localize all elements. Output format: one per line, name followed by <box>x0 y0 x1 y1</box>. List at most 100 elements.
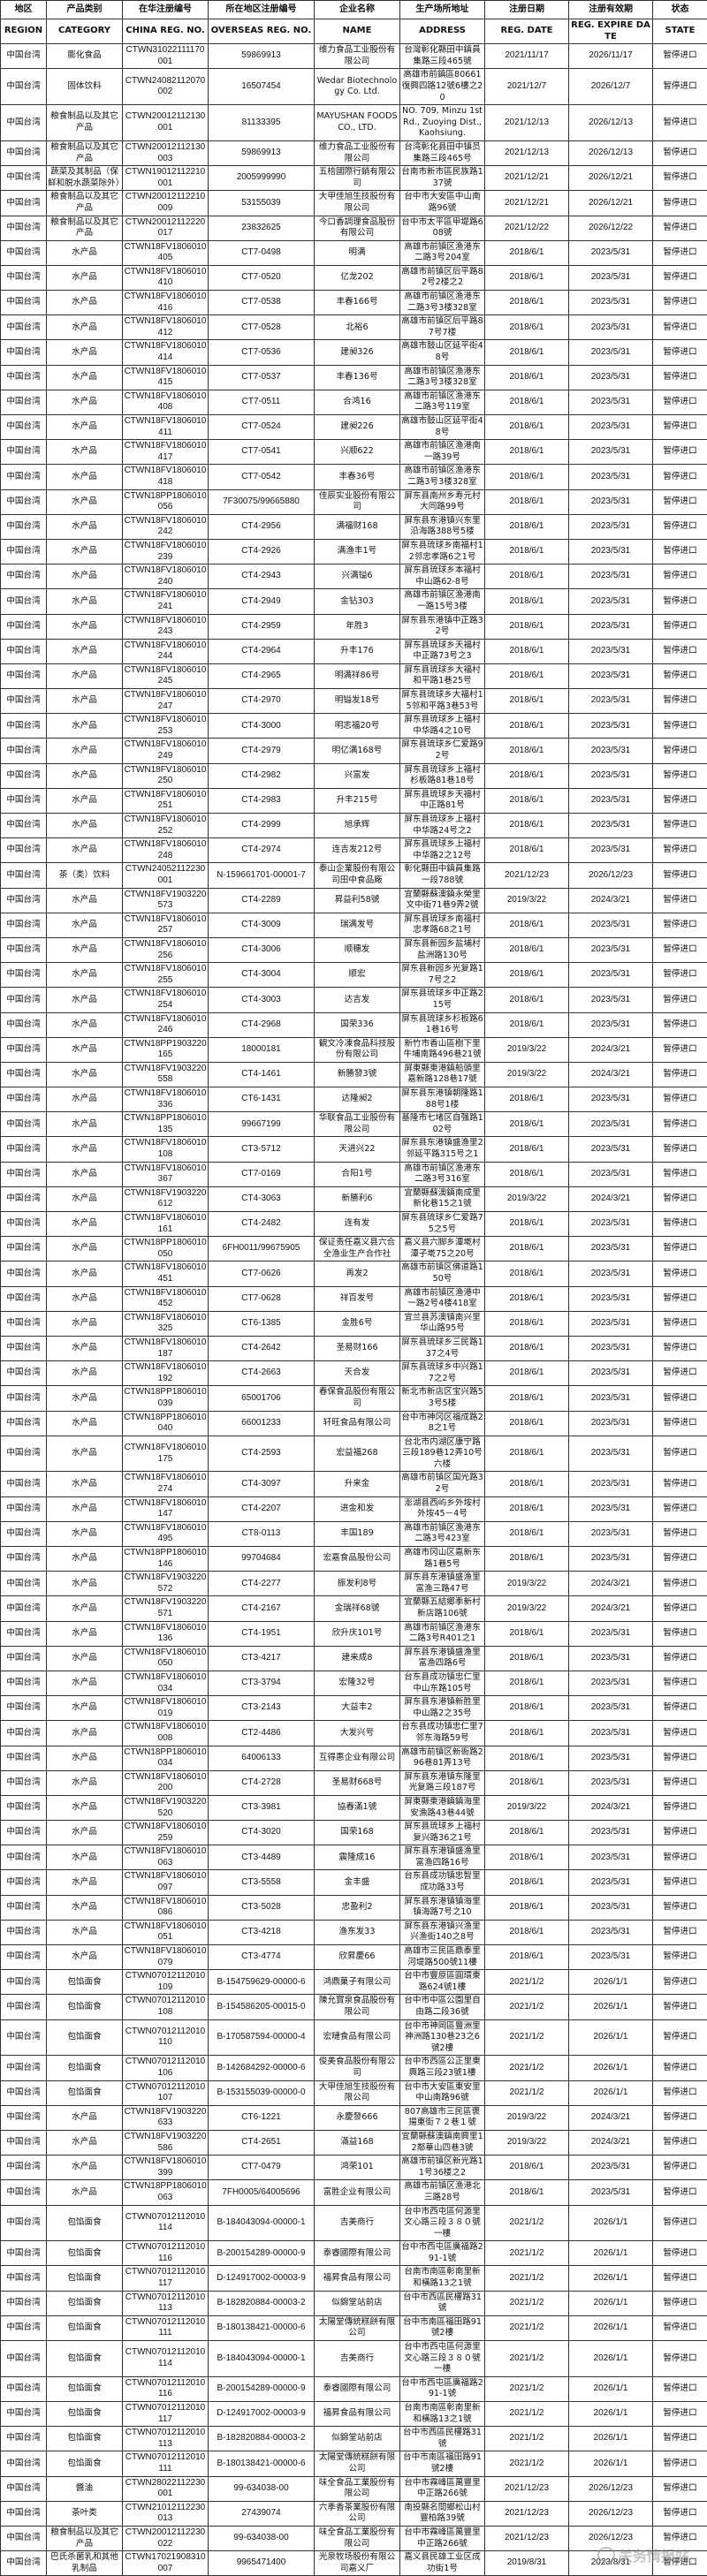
cell-region: 中国台湾 <box>1 240 47 265</box>
cell-address: 高雄市前鎮區80661復興四路12號6樓之20 <box>400 69 485 105</box>
cell-region: 中国台湾 <box>1 465 47 489</box>
cell-expire-date: 2026/1/1 <box>569 2266 653 2291</box>
cell-china-reg-no: CTWN18PP1806010146 <box>123 1547 209 1572</box>
cell-address: 屏东县琉球乡上福村中华路2之12号 <box>400 838 485 863</box>
cell-category: 水产品 <box>47 689 123 714</box>
cell-region: 中国台湾 <box>1 1770 47 1795</box>
cell-address: 高雄市前镇区渔港南一路39号 <box>400 440 485 465</box>
cell-expire-date: 2023/5/31 <box>569 1746 653 1770</box>
cell-name: 丰春36号 <box>315 465 400 489</box>
cell-state: 暂停进口 <box>653 614 707 639</box>
cell-overseas-reg-no: CT4-2642 <box>209 1336 315 1360</box>
cell-expire-date: 2023/5/31 <box>569 913 653 937</box>
cell-name: 吉美商行 <box>315 2205 400 2241</box>
cell-overseas-reg-no: CT6-1431 <box>209 1087 315 1112</box>
cell-name: 震隆成16 <box>315 1845 400 1870</box>
cell-overseas-reg-no: CT4-3006 <box>209 937 315 962</box>
cell-address: 台东县成功镇忠智里成功路33号 <box>400 1870 485 1895</box>
cell-reg-date: 2018/6/1 <box>485 714 569 739</box>
cell-address: 屏东县东港镇盛渔里富渔三路47号 <box>400 1572 485 1596</box>
cell-category: 醬油 <box>47 2476 123 2501</box>
cell-name: 圣易财166 <box>315 1336 400 1360</box>
cell-expire-date: 2023/5/31 <box>569 1621 653 1646</box>
cell-address: 南投縣名間鄉松山村豐柏路39號 <box>400 2501 485 2526</box>
cell-china-reg-no: CTWN18FV1806010411 <box>123 415 209 440</box>
cell-name: 进金和发 <box>315 1496 400 1521</box>
cell-state: 暂停进口 <box>653 390 707 414</box>
cell-overseas-reg-no: CT4-2593 <box>209 1436 315 1472</box>
cell-china-reg-no: CTWN18FV1903220612 <box>123 1186 209 1211</box>
cell-reg-date: 2018/6/1 <box>485 1137 569 1162</box>
cell-category: 水产品 <box>47 589 123 614</box>
cell-region: 中国台湾 <box>1 689 47 714</box>
cell-category: 水产品 <box>47 1186 123 1211</box>
cell-address: 台中市中區公園里自由路二段36號 <box>400 1995 485 2019</box>
cell-category: 水产品 <box>47 1162 123 1186</box>
cell-category: 粮食制品以及其它产品 <box>47 191 123 216</box>
header-row-chinese: 地区产品类别在华注册编号所在地区注册编号企业名称生产场所地址注册日期注册有效期状… <box>1 1 707 19</box>
cell-overseas-reg-no: 66001233 <box>209 1411 315 1436</box>
cell-name: 陳允寳泉食品股份有限公司 <box>315 1995 400 2019</box>
cell-reg-date: 2018/6/1 <box>485 1920 569 1944</box>
cell-expire-date: 2026/12/23 <box>569 2501 653 2526</box>
cell-overseas-reg-no: CT4-2277 <box>209 1572 315 1596</box>
cell-category: 蔬菜及其制品（保鲜和脱水蔬菜除外） <box>47 166 123 191</box>
cell-region: 中国台湾 <box>1 514 47 539</box>
cell-name: 渔东发33 <box>315 1920 400 1944</box>
cell-overseas-reg-no: CT3-5558 <box>209 1870 315 1895</box>
cell-china-reg-no: CTWN07012112010117 <box>123 2266 209 2291</box>
cell-name: 互得惠企业有限公司 <box>315 1746 400 1770</box>
cell-overseas-reg-no: CT7-0541 <box>209 440 315 465</box>
cell-name: 丰国189 <box>315 1521 400 1546</box>
cell-reg-date: 2018/6/1 <box>485 265 569 290</box>
cell-china-reg-no: CTWN18FV1806010248 <box>123 838 209 863</box>
cell-name: 大甲佳旭生技股份有限公司 <box>315 191 400 216</box>
cell-region: 中国台湾 <box>1 1237 47 1261</box>
cell-overseas-reg-no: CT4-3003 <box>209 988 315 1012</box>
cell-overseas-reg-no: 64006133 <box>209 1746 315 1770</box>
cell-overseas-reg-no: CT4-2926 <box>209 539 315 564</box>
cell-overseas-reg-no: B-182820884-00003-2 <box>209 2291 315 2315</box>
cell-region: 中国台湾 <box>1 1521 47 1546</box>
cell-china-reg-no: CTWN18FV1806010336 <box>123 1087 209 1112</box>
cell-name: 宏隆32号 <box>315 1671 400 1695</box>
cell-expire-date: 2023/5/31 <box>569 1721 653 1746</box>
cell-address: 高雄市前镇区国光路32号 <box>400 1472 485 1496</box>
cell-name: 金胜6号 <box>315 1311 400 1336</box>
cell-region: 中国台湾 <box>1 1112 47 1137</box>
cell-reg-date: 2019/3/22 <box>485 1062 569 1087</box>
cell-address: 屏东县琉球乡上福村复兴路36之1号 <box>400 1821 485 1845</box>
cell-expire-date: 2023/5/31 <box>569 788 653 813</box>
cell-address: 屏东县琉球乡天福村中正路81号 <box>400 788 485 813</box>
cell-expire-date: 2026/1/1 <box>569 2376 653 2401</box>
cell-category: 水产品 <box>47 763 123 788</box>
cell-region: 中国台湾 <box>1 1436 47 1472</box>
cell-reg-date: 2018/6/1 <box>485 1472 569 1496</box>
cell-expire-date: 2026/1/1 <box>569 1995 653 2019</box>
cell-overseas-reg-no: CT7-0628 <box>209 1286 315 1311</box>
cell-expire-date: 2026/1/1 <box>569 2341 653 2377</box>
header-name-en: NAME <box>315 19 400 44</box>
cell-category: 水产品 <box>47 1621 123 1646</box>
cell-state: 暂停进口 <box>653 365 707 390</box>
cell-state: 暂停进口 <box>653 1361 707 1386</box>
cell-category: 水产品 <box>47 1696 123 1721</box>
cell-region: 中国台湾 <box>1 265 47 290</box>
cell-reg-date: 2018/6/1 <box>485 1012 569 1037</box>
cell-state: 暂停进口 <box>653 265 707 290</box>
cell-address: 彰化縣田中鎮員集路一段788號 <box>400 863 485 888</box>
cell-region: 中国台湾 <box>1 2241 47 2266</box>
